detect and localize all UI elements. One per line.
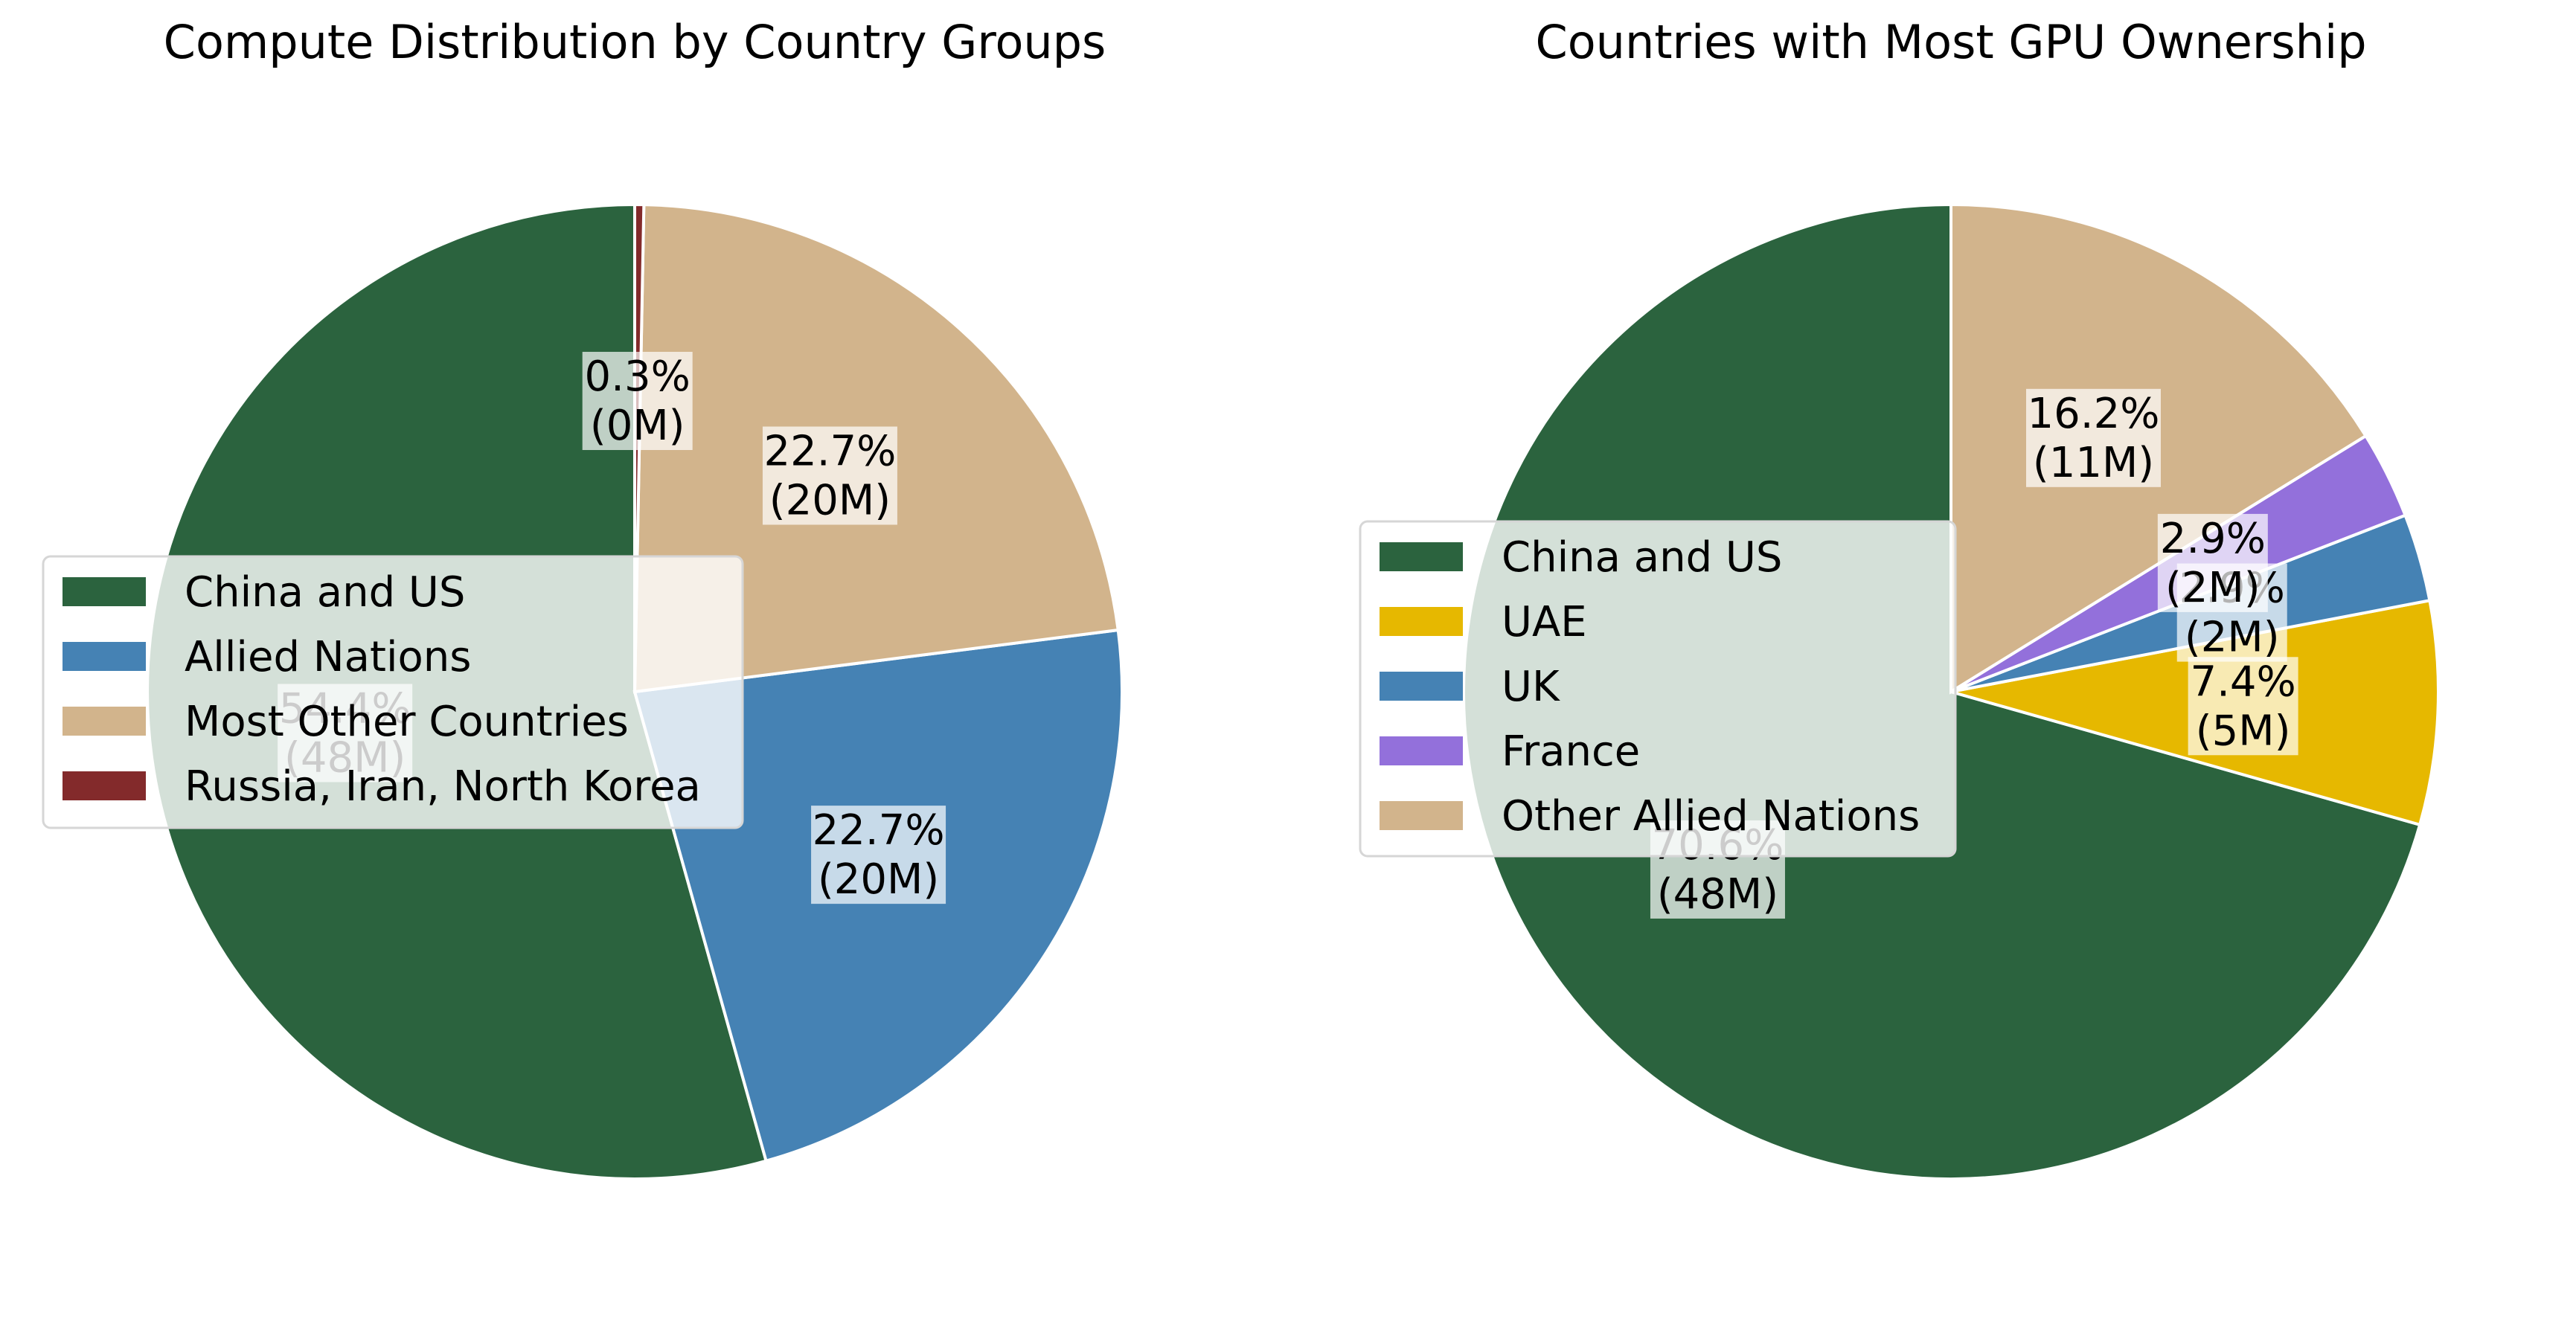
legend-label: Most Other Countries [185,698,629,746]
legend-label: UAE [1502,598,1587,646]
slice-count-label: (0M) [590,402,685,450]
legend-swatch [63,771,146,800]
legend-swatch [63,642,146,671]
legend-swatch [1380,736,1463,765]
legend-swatch [1380,542,1463,571]
slice-label-most-other-countries: 22.7%(20M) [762,426,897,525]
legend-item-other-allied-nations: Other Allied Nations [1380,792,1920,841]
legend-swatch [1380,801,1463,830]
legend-frame [1359,520,1957,858]
legend-item-russia-iran-north-korea: Russia, Iran, North Korea [63,762,701,811]
slice-percent-label: 22.7% [813,806,945,855]
chart-title: Compute Distribution by Country Groups [164,15,1106,69]
legend-item-china-and-us: China and US [63,568,465,617]
legend-item-allied-nations: Allied Nations [63,633,471,681]
slice-percent-label: 0.3% [585,353,691,401]
slice-count-label: (20M) [818,855,939,904]
legend-label: China and US [1502,533,1782,582]
legend: China and US UAE UK France Other Allied Nati… [1359,520,1957,858]
slice-label-box [762,426,897,525]
slice-count-label: (11M) [2033,439,2154,487]
legend-label: Russia, Iran, North Korea [185,762,701,811]
legend-item-uk: UK [1380,663,1560,711]
legend-item-most-other-countries: Most Other Countries [63,698,629,746]
legend-label: Other Allied Nations [1502,792,1920,841]
legend-frame [42,555,744,829]
legend-swatch [63,707,146,736]
slice-label-box [811,806,946,904]
slice-label-box [2188,657,2298,756]
slice-percent-label: 2.9% [2160,515,2266,563]
legend-item-china-and-us: China and US [1380,533,1782,582]
slice-label-uae: 7.4%(5M) [2188,657,2298,756]
legend-label: Allied Nations [185,633,471,681]
legend-item-france: France [1380,727,1640,776]
gpu-ownership-pie-chart: Countries with Most GPU Ownership 70.6%(… [1359,15,2440,1180]
compute-distribution-pie-chart: Compute Distribution by Country Groups 5… [42,15,1124,1180]
slice-label-france: 2.9%(2M) [2157,513,2268,612]
legend-swatch [1380,672,1463,701]
legend-label: France [1502,727,1640,776]
pie-labels: 70.6%(48M)7.4%(5M)2.9%(2M)2.9%(2M)16.2%(… [1650,388,2298,919]
slice-count-label: (20M) [769,476,891,524]
slice-count-label: (2M) [2165,564,2261,612]
slice-label-box [2025,388,2161,487]
legend-swatch [1380,607,1463,636]
chart-title: Countries with Most GPU Ownership [1535,15,2366,69]
slice-label-other-allied-nations: 16.2%(11M) [2025,388,2161,487]
slice-label-box [582,352,693,451]
legend-label: UK [1502,663,1560,711]
slice-count-label: (2M) [2185,614,2280,662]
slice-label-russia-iran-north-korea: 0.3%(0M) [582,352,693,451]
legend-label: China and US [185,568,465,617]
legend: China and US Allied Nations Most Other Cou… [42,555,744,829]
slice-count-label: (48M) [1657,870,1778,919]
legend-swatch [63,577,146,606]
slice-percent-label: 16.2% [2028,390,2160,438]
slice-label-allied-nations: 22.7%(20M) [811,806,946,904]
slice-label-box [2157,513,2268,612]
slice-percent-label: 22.7% [763,427,896,475]
slice-count-label: (5M) [2196,707,2291,755]
slice-percent-label: 7.4% [2190,658,2295,706]
legend-item-uae: UAE [1380,598,1587,646]
